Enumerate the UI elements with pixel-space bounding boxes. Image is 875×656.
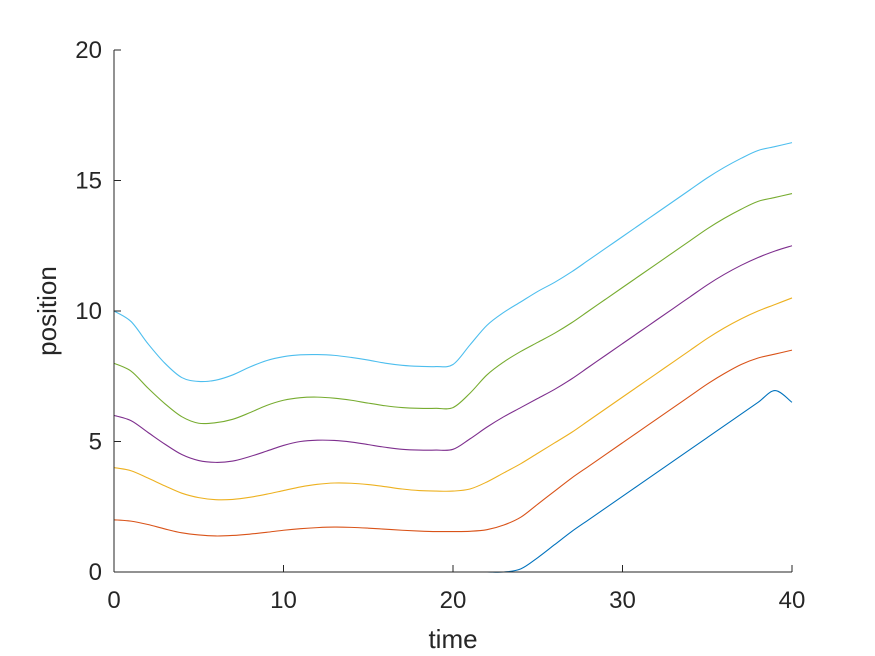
x-tick-label: 40 <box>779 587 806 614</box>
series-line-4 <box>113 245 793 463</box>
y-tick-label: 20 <box>75 37 102 64</box>
x-tick-label: 30 <box>609 587 636 614</box>
y-tick-label: 10 <box>75 298 102 325</box>
series-line-1 <box>113 390 793 573</box>
y-tick-label: 0 <box>89 559 102 586</box>
x-tick-label: 10 <box>270 587 297 614</box>
series-line-2 <box>113 349 793 537</box>
x-axis-label: time <box>428 624 477 654</box>
series-line-6 <box>113 142 793 383</box>
y-axis-label: position <box>32 266 62 356</box>
x-tick-label: 0 <box>107 587 120 614</box>
axes-layer: 0 10 20 30 40 0 5 10 15 20 <box>75 37 805 614</box>
series-line-5 <box>113 193 793 425</box>
y-tick-label: 5 <box>89 429 102 456</box>
y-tick-label: 15 <box>75 168 102 195</box>
series-layer <box>113 142 793 573</box>
x-tick-label: 20 <box>440 587 467 614</box>
series-line-3 <box>113 297 793 501</box>
